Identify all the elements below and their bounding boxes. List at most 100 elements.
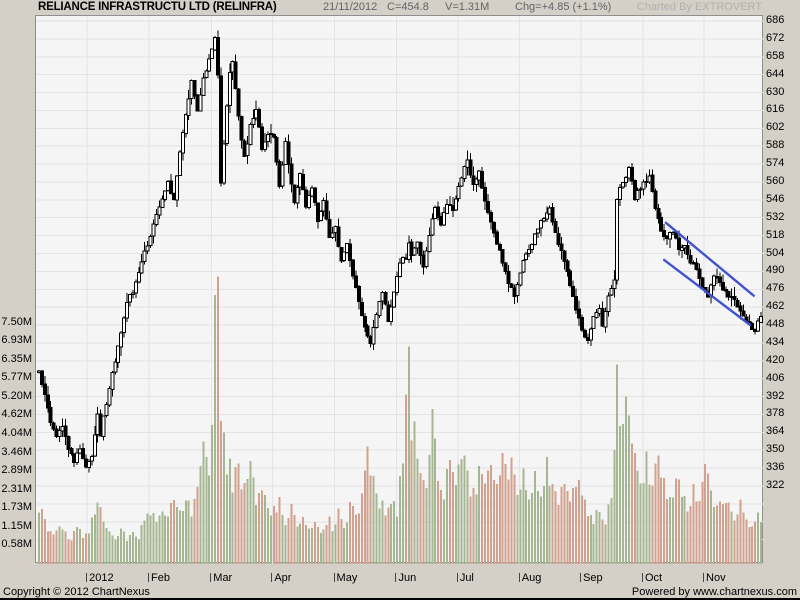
- volume-bar: [557, 504, 560, 564]
- volume-bar: [211, 425, 214, 564]
- candle-body: [239, 115, 244, 141]
- month-label: Nov: [706, 572, 726, 584]
- volume-bar: [698, 500, 701, 564]
- candle-body: [577, 308, 582, 319]
- candle-body: [133, 281, 138, 294]
- volume-bar: [551, 483, 554, 564]
- volume-bar: [648, 484, 651, 564]
- volume-bar: [513, 474, 516, 564]
- candle-body: [635, 190, 640, 201]
- candle-body: [353, 275, 358, 288]
- volume-bar: [630, 443, 633, 564]
- price-tick-label: 532: [766, 210, 785, 223]
- candle-body: [183, 113, 188, 134]
- candle-body: [418, 241, 423, 256]
- candle-body: [210, 48, 215, 59]
- candle-body: [559, 243, 564, 252]
- price-tick-label: 546: [766, 192, 785, 205]
- volume-bar: [234, 466, 237, 564]
- volume-bar: [38, 512, 40, 564]
- candle-body: [591, 316, 596, 329]
- volume-bar: [445, 469, 448, 564]
- candle-body: [359, 301, 364, 317]
- volume-bar: [149, 515, 152, 564]
- volume-bar: [134, 536, 137, 564]
- candle-body: [474, 178, 479, 186]
- candle-body: [233, 61, 238, 90]
- volume-bar: [281, 514, 284, 564]
- volume-bar: [604, 524, 607, 564]
- candle-body: [491, 221, 496, 234]
- volume-tick-label: 7.50M: [1, 315, 32, 328]
- candle-body: [574, 295, 579, 311]
- volume-bar: [598, 511, 601, 564]
- volume-bar: [478, 465, 481, 564]
- candle-body: [207, 58, 212, 72]
- price-tick-label: 602: [766, 121, 785, 134]
- volume-bar: [217, 276, 220, 564]
- month-label: Sep: [583, 572, 603, 584]
- candle-body: [424, 250, 429, 267]
- volume-bar: [510, 457, 513, 564]
- candle-body: [148, 235, 153, 247]
- candle-body: [556, 232, 561, 245]
- volume-bar: [319, 533, 322, 564]
- volume-bar: [674, 478, 677, 564]
- candle-body: [662, 229, 667, 237]
- volume-bar: [170, 502, 173, 564]
- price-tick-label: 336: [766, 461, 785, 474]
- volume-bar: [378, 508, 381, 564]
- volume-tick-label: 6.35M: [1, 352, 32, 365]
- price-tick-label: 504: [766, 246, 785, 259]
- volume-bar: [161, 511, 164, 564]
- candle-body: [565, 260, 570, 272]
- volume-bar: [360, 493, 363, 564]
- volume-bar: [208, 475, 211, 564]
- volume-bar: [525, 490, 528, 564]
- candlestick-volume-chart[interactable]: [36, 16, 764, 564]
- candle-body: [119, 332, 124, 348]
- volume-bar: [214, 294, 217, 564]
- volume-tick-label: 3.46M: [1, 445, 32, 458]
- volume-bar: [228, 458, 231, 564]
- candle-body: [327, 219, 332, 238]
- candle-body: [500, 249, 505, 264]
- candle-body: [107, 388, 112, 406]
- volume-bar: [322, 529, 325, 564]
- candle-body: [579, 316, 584, 331]
- volume-bar: [440, 490, 443, 564]
- volume-bar: [390, 504, 393, 564]
- volume-bar: [425, 488, 428, 564]
- chart-plot-area[interactable]: [35, 15, 764, 564]
- volume-bar: [410, 440, 413, 564]
- volume-bar: [258, 492, 261, 564]
- candle-body: [494, 231, 499, 245]
- candle-body: [679, 246, 684, 252]
- volume-bar: [164, 515, 167, 564]
- quote-change: Chg=+4.85 (+1.1%): [515, 1, 612, 13]
- volume-bar: [225, 474, 228, 564]
- candle-body: [251, 117, 256, 126]
- volume-bar: [686, 511, 689, 564]
- volume-bar: [310, 527, 313, 564]
- volume-bar: [624, 396, 627, 564]
- window-bottom-edge: [0, 598, 800, 600]
- price-tick-label: 378: [766, 407, 785, 420]
- volume-bar: [583, 499, 586, 564]
- candle-body: [676, 237, 681, 251]
- candle-body: [618, 186, 623, 201]
- volume-bar: [516, 494, 519, 564]
- candle-body: [641, 181, 646, 190]
- volume-bar: [733, 520, 736, 564]
- volume-bar: [366, 446, 369, 564]
- volume-bar: [58, 526, 61, 564]
- volume-bar: [736, 514, 739, 564]
- volume-bar: [504, 464, 507, 564]
- volume-bar: [730, 511, 733, 564]
- candle-body: [307, 194, 312, 208]
- trend-channel: [662, 221, 755, 327]
- volume-bar: [143, 520, 146, 564]
- volume-bar: [695, 501, 698, 564]
- candle-body: [301, 173, 306, 191]
- volume-bar: [90, 517, 93, 564]
